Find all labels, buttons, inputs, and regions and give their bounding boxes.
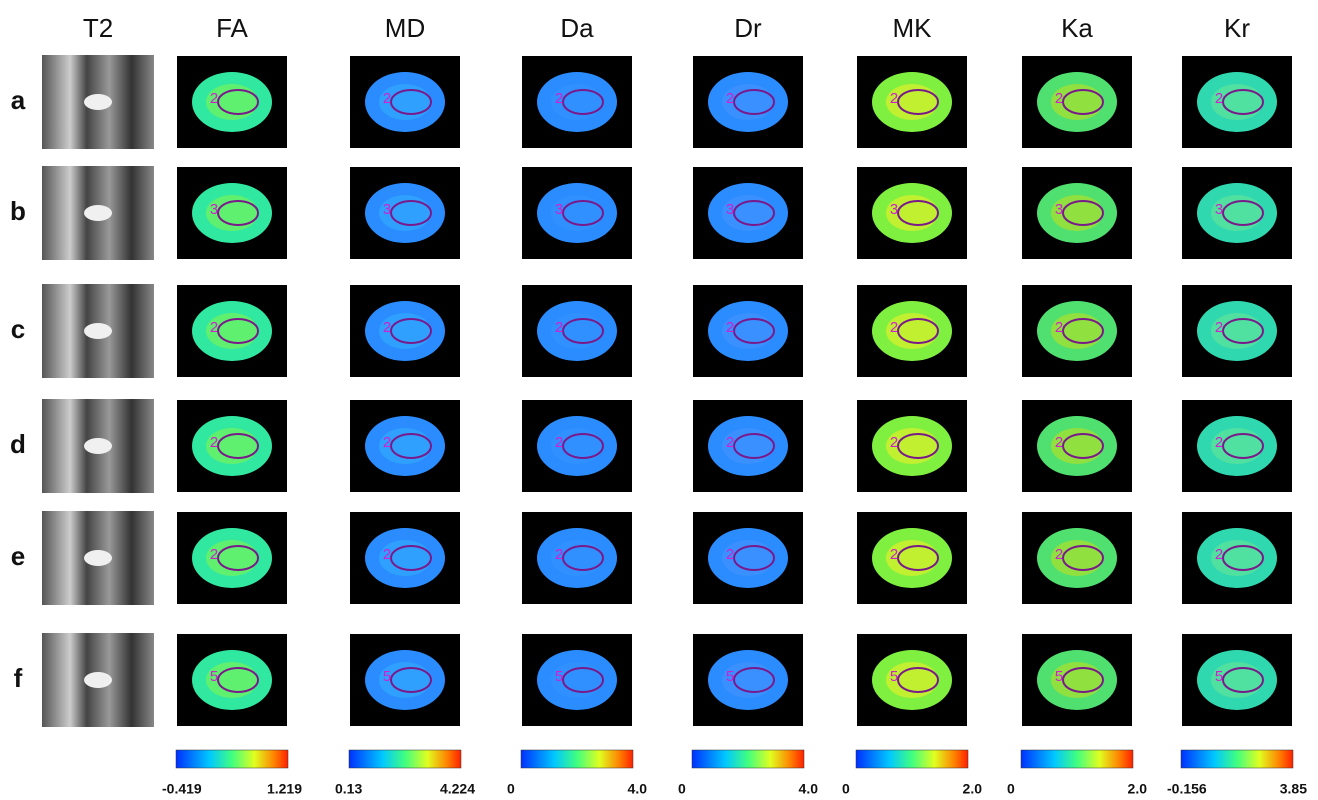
roi-label: 5 [383,668,391,685]
roi-label: 3 [890,201,898,218]
colorbar [692,750,804,768]
roi-label: 2 [555,319,563,336]
roi-label: 2 [210,434,218,451]
colorbar [1181,750,1293,768]
column-header: MD [385,13,425,43]
roi-label: 2 [555,90,563,107]
roi-label: 2 [1215,546,1223,563]
roi-label: 2 [890,546,898,563]
colorbar-max: 2.0 [1128,781,1148,797]
t2-disc [84,323,112,339]
roi-label: 2 [555,434,563,451]
roi-label: 2 [383,319,391,336]
column-header: MK [893,13,933,43]
roi-label: 2 [210,90,218,107]
row-label: d [10,429,26,459]
colorbar-max: 3.85 [1280,781,1307,797]
row-label: e [11,541,25,571]
roi-label: 3 [726,201,734,218]
t2-disc [84,672,112,688]
roi-label: 2 [1055,546,1063,563]
t2-disc [84,438,112,454]
roi-label: 2 [1055,434,1063,451]
column-header: FA [216,13,248,43]
row-label: c [11,314,25,344]
roi-label: 2 [383,90,391,107]
column-header: Da [560,13,594,43]
roi-label: 2 [1055,319,1063,336]
colorbar-max: 4.0 [799,781,819,797]
colorbar-max: 4.0 [628,781,648,797]
colorbar-min: 0 [842,781,850,797]
roi-label: 2 [210,319,218,336]
row-label: b [10,196,26,226]
colorbar-min: 0.13 [335,781,362,797]
colorbar [176,750,288,768]
roi-label: 2 [726,90,734,107]
roi-label: 3 [383,201,391,218]
column-header: Ka [1061,13,1093,43]
roi-label: 2 [383,546,391,563]
colorbar-min: -0.156 [1167,781,1207,797]
roi-label: 2 [555,546,563,563]
colorbar-min: -0.419 [162,781,202,797]
colorbar-min: 0 [678,781,686,797]
roi-label: 5 [555,668,563,685]
colorbar [1021,750,1133,768]
roi-label: 3 [210,201,218,218]
t2-disc [84,550,112,566]
column-header: T2 [83,13,113,43]
roi-label: 2 [1215,434,1223,451]
roi-label: 5 [726,668,734,685]
roi-label: 2 [1055,90,1063,107]
column-header: Kr [1224,13,1250,43]
colorbar-max: 4.224 [440,781,475,797]
roi-label: 3 [1215,201,1223,218]
colorbar [521,750,633,768]
colorbar [349,750,461,768]
roi-label: 2 [1215,90,1223,107]
roi-label: 5 [890,668,898,685]
roi-label: 2 [383,434,391,451]
colorbar-max: 1.219 [267,781,302,797]
roi-label: 2 [726,434,734,451]
roi-label: 5 [210,668,218,685]
row-label: a [11,85,26,115]
row-label: f [14,663,23,693]
roi-label: 2 [210,546,218,563]
roi-label: 3 [555,201,563,218]
roi-label: 2 [890,319,898,336]
roi-label: 5 [1215,668,1223,685]
roi-label: 2 [890,90,898,107]
figure: T2 FA -0.419 1.219 MD 0.13 4.224 Da 0 4.0 Dr 0 4.0 MK… [0,0,1318,800]
roi-label: 2 [726,546,734,563]
roi-label: 2 [1215,319,1223,336]
colorbar-min: 0 [507,781,515,797]
t2-disc [84,205,112,221]
colorbar [856,750,968,768]
roi-label: 2 [890,434,898,451]
colorbar-min: 0 [1007,781,1015,797]
roi-label: 2 [726,319,734,336]
t2-disc [84,94,112,110]
column-header: Dr [734,13,762,43]
roi-label: 5 [1055,668,1063,685]
colorbar-max: 2.0 [963,781,983,797]
roi-label: 3 [1055,201,1063,218]
